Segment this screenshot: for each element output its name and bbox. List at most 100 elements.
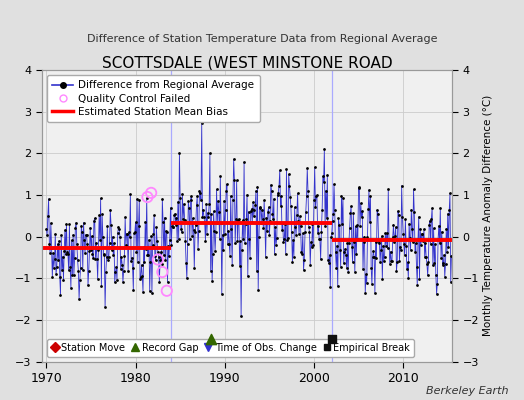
Point: [302, 193, 311, 199]
Point: [213, 220, 222, 226]
Point: [431, 241, 439, 247]
Point: [88, 250, 96, 257]
Point: [285, 183, 293, 189]
Point: [216, 173, 224, 180]
Point: [125, 234, 134, 240]
Point: [183, 275, 191, 282]
Point: [361, 290, 369, 296]
Point: [299, 230, 307, 236]
Point: [395, 212, 403, 218]
Point: [370, 290, 379, 296]
Point: [194, 228, 203, 234]
Point: [335, 222, 343, 228]
Point: [99, 234, 107, 240]
Point: [108, 234, 117, 240]
Point: [319, 173, 327, 180]
Point: [306, 262, 314, 268]
Point: [358, 208, 366, 214]
Point: [435, 240, 444, 246]
Point: [235, 262, 244, 269]
Point: [343, 240, 352, 247]
Point: [367, 265, 375, 272]
Title: SCOTTSDALE (WEST MINSTONE ROAD: SCOTTSDALE (WEST MINSTONE ROAD: [102, 55, 392, 70]
Point: [135, 197, 144, 204]
Point: [111, 279, 119, 286]
Point: [158, 269, 167, 275]
Point: [322, 214, 331, 221]
Point: [119, 278, 127, 285]
Point: [419, 238, 428, 245]
Point: [342, 252, 350, 258]
Point: [375, 238, 384, 244]
Point: [447, 253, 456, 259]
Point: [425, 217, 434, 224]
Point: [101, 304, 110, 310]
Point: [180, 216, 189, 223]
Point: [56, 274, 64, 280]
Point: [309, 242, 318, 248]
Point: [320, 179, 328, 185]
Point: [359, 238, 368, 245]
Point: [190, 265, 199, 272]
Point: [170, 212, 178, 218]
Point: [107, 222, 115, 228]
Point: [194, 246, 202, 253]
Point: [91, 256, 100, 262]
Point: [185, 236, 194, 242]
Point: [381, 230, 389, 236]
Point: [425, 222, 433, 228]
Point: [43, 212, 52, 219]
Point: [165, 252, 173, 259]
Point: [329, 218, 337, 224]
Point: [115, 226, 124, 233]
Point: [332, 264, 341, 271]
Point: [174, 236, 183, 243]
Point: [146, 288, 154, 294]
Point: [343, 265, 351, 271]
Point: [385, 236, 393, 242]
Point: [291, 224, 300, 230]
Point: [359, 266, 367, 272]
Point: [49, 250, 57, 256]
Point: [104, 257, 112, 263]
Point: [445, 207, 453, 213]
Point: [114, 224, 123, 230]
Point: [179, 216, 187, 222]
Point: [328, 230, 336, 237]
Point: [239, 236, 247, 242]
Point: [169, 224, 177, 230]
Point: [267, 188, 276, 194]
Point: [376, 258, 384, 265]
Point: [162, 228, 170, 234]
Point: [240, 159, 248, 165]
Point: [226, 193, 235, 199]
Point: [64, 267, 73, 274]
Point: [269, 216, 277, 223]
Point: [409, 186, 418, 193]
Point: [222, 188, 231, 194]
Point: [164, 243, 172, 249]
Point: [207, 336, 215, 342]
Point: [230, 177, 238, 184]
Point: [225, 241, 233, 247]
Point: [363, 233, 372, 240]
Point: [144, 252, 152, 258]
Point: [88, 233, 96, 240]
Point: [102, 268, 110, 275]
Point: [72, 219, 80, 226]
Point: [97, 283, 105, 290]
Point: [100, 251, 108, 258]
Point: [341, 246, 350, 252]
Point: [256, 204, 265, 210]
Point: [177, 226, 185, 232]
Point: [377, 233, 386, 239]
Point: [354, 236, 362, 242]
Point: [443, 249, 451, 256]
Point: [275, 183, 283, 189]
Point: [204, 214, 213, 220]
Point: [224, 228, 233, 234]
Point: [53, 241, 62, 247]
Point: [237, 313, 245, 320]
Point: [197, 197, 205, 203]
Point: [406, 235, 414, 241]
